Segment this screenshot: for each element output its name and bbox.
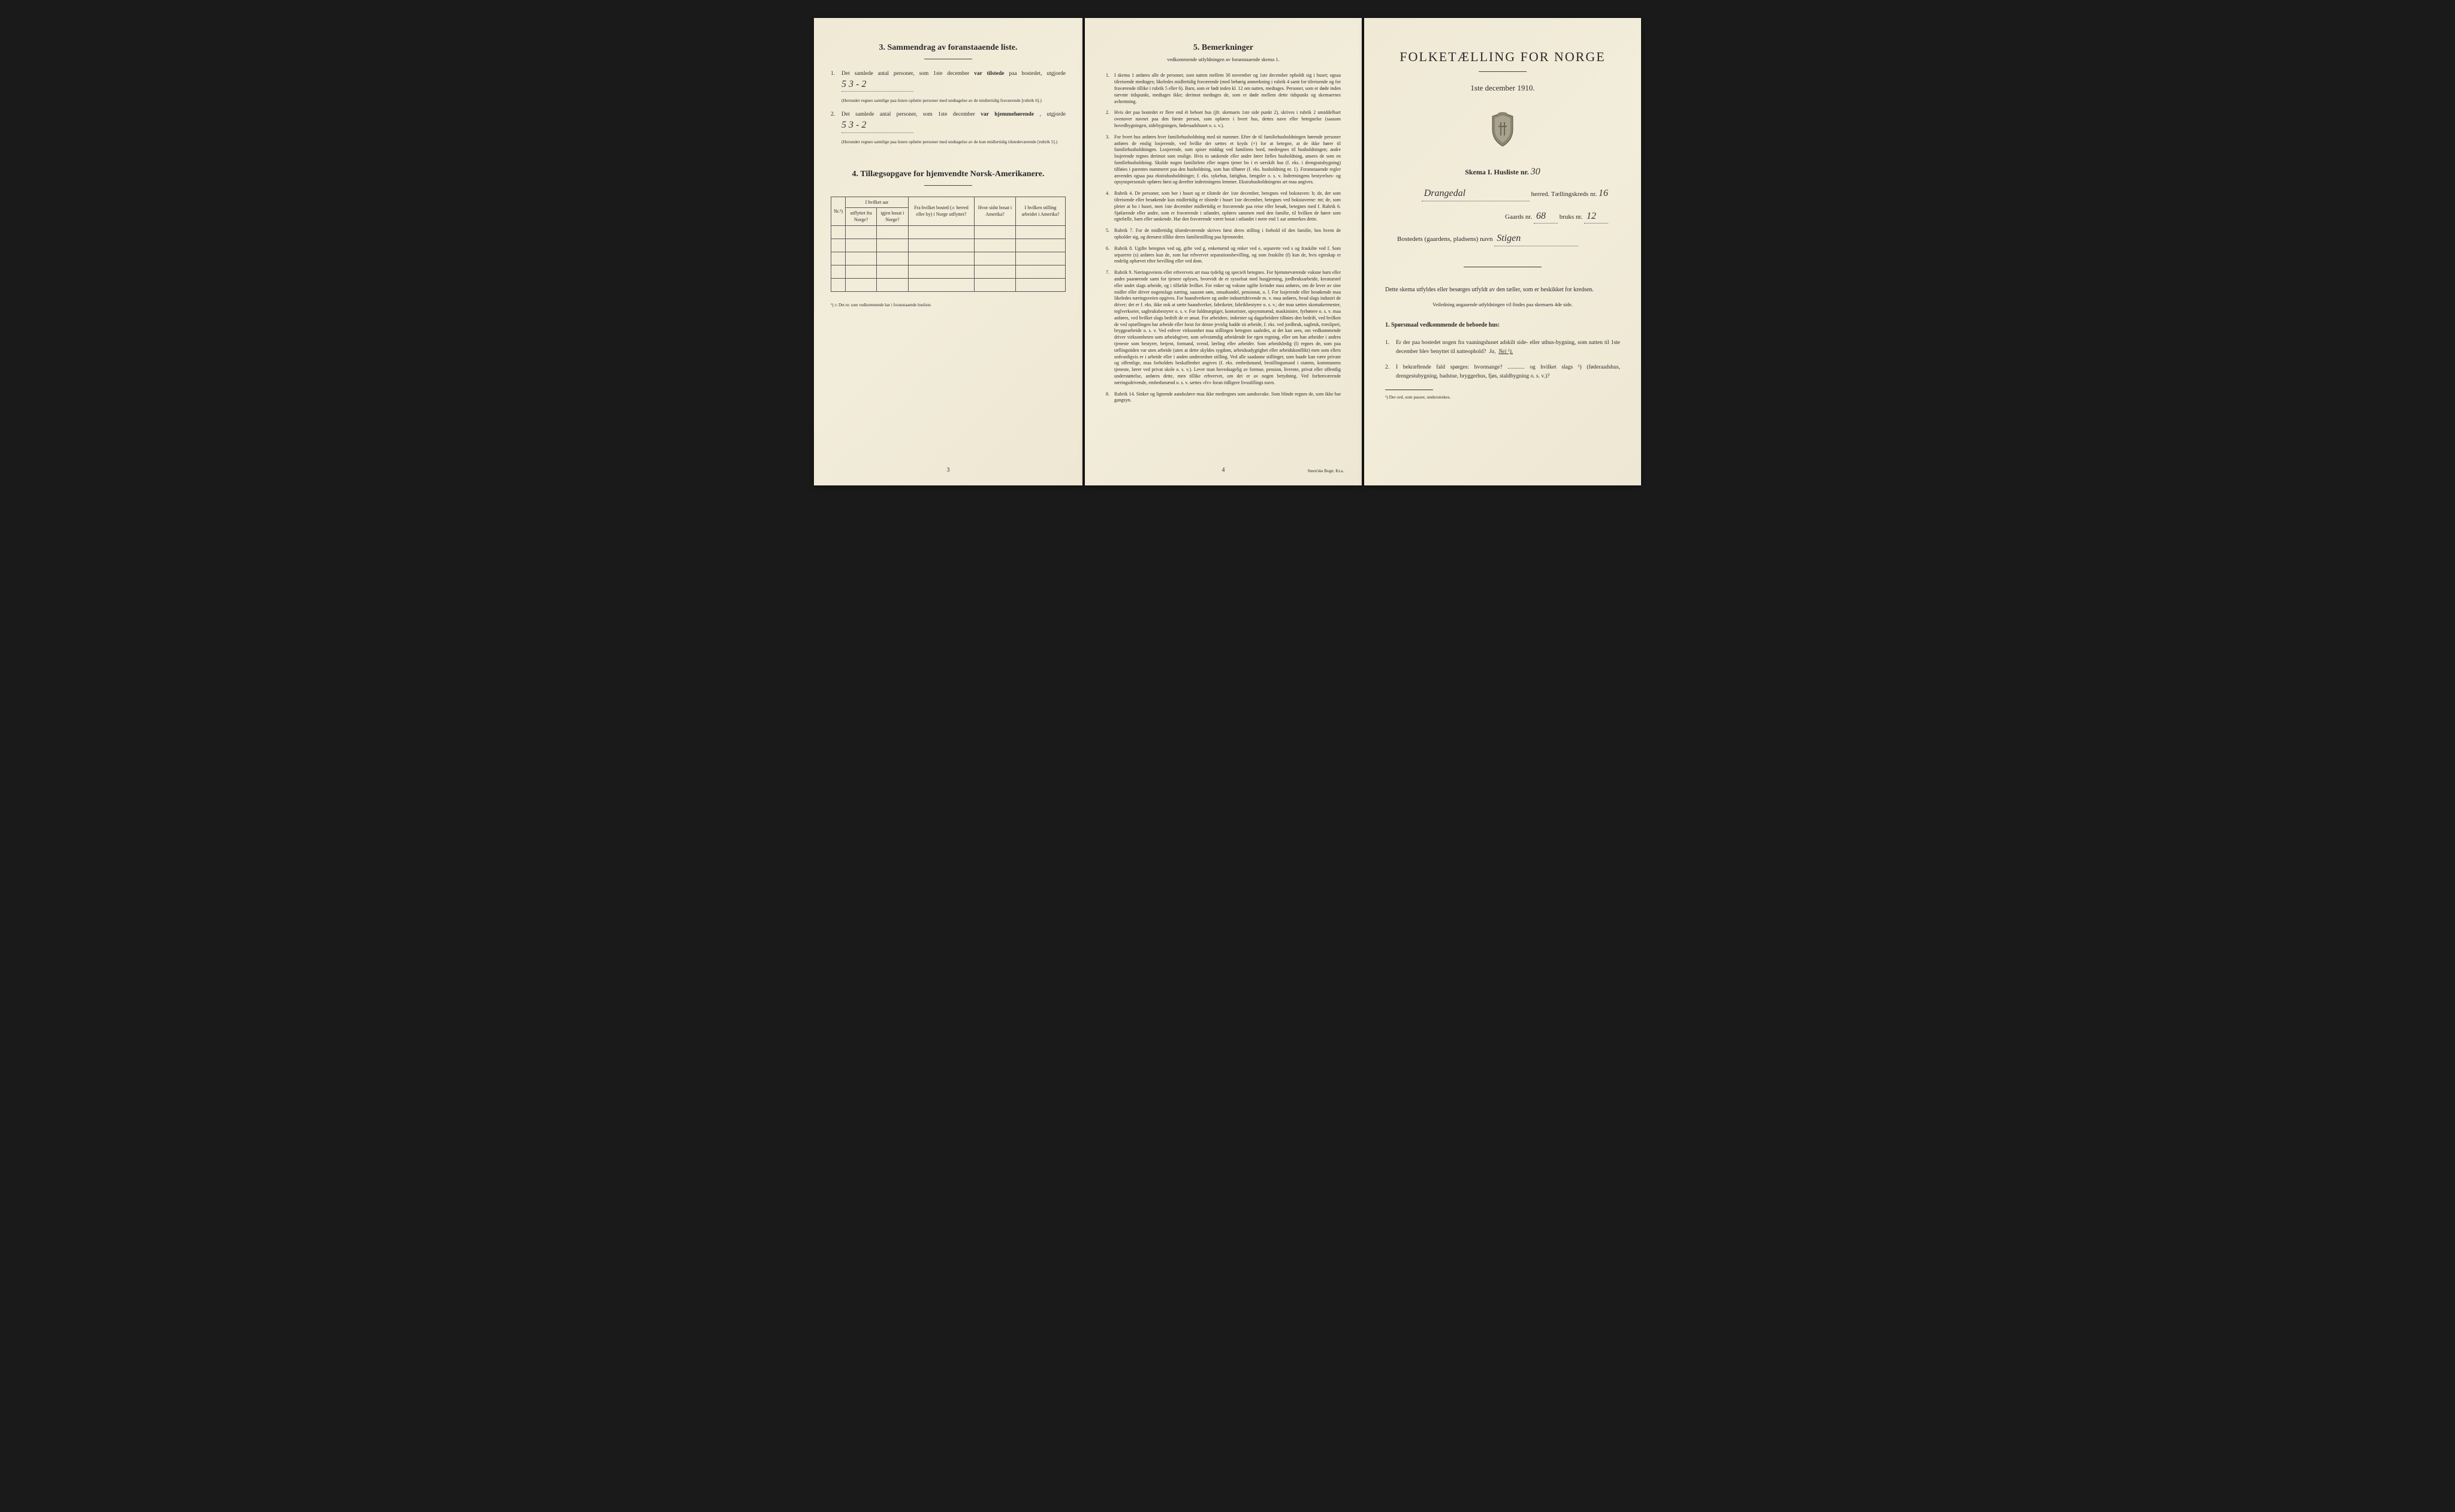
remark-2: 2.Hvis der paa bostedet er flere end ét … [1106, 110, 1341, 129]
summary-item-2: 2. Det samlede antal personer, som 1ste … [831, 111, 1066, 133]
page-3: 3. Sammendrag av foranstaaende liste. 1.… [814, 18, 1082, 485]
question-1: 1. Er der paa bostedet nogen fra vaaning… [1385, 339, 1620, 357]
census-date: 1ste december 1910. [1385, 83, 1620, 93]
remark-5: 5.Rubrik 7. For de midlertidig tilstedev… [1106, 228, 1341, 241]
section-5-subheading: vedkommende utfyldningen av foranstaaend… [1106, 56, 1341, 64]
col-position: I hvilken stilling arbeidet i Amerika? [1016, 197, 1066, 226]
kreds-value: 16 [1599, 188, 1608, 198]
col-nr: Nr.¹) [831, 197, 846, 226]
divider [924, 185, 972, 186]
note-1: (Herunder regnes samtlige paa listen opf… [842, 98, 1066, 104]
col-last-america: Hvor sidst bosat i Amerika? [975, 197, 1016, 226]
remark-4: 4.Rubrik 4. De personer, som bor i huset… [1106, 191, 1341, 223]
coat-of-arms-icon [1488, 111, 1518, 147]
bruks-value: 12 [1584, 210, 1608, 224]
col-returned: igjen bosat i Norge? [877, 208, 909, 225]
question-heading: 1. Spørsmaal vedkommende de beboede hus: [1385, 321, 1620, 330]
col-emigrated: utflyttet fra Norge? [846, 208, 877, 225]
herred-value: Drangedal [1422, 187, 1530, 201]
footnote-1: ¹) Det ord, som passer, understrekes. [1385, 394, 1620, 401]
remark-3: 3.For hvert hus anføres hver familiehush… [1106, 134, 1341, 186]
bosted-value: Stigen [1494, 232, 1578, 246]
value-tilstede: 5 3 - 2 [842, 78, 913, 92]
remark-8: 8.Rubrik 14. Sinker og lignende aandsslø… [1106, 391, 1341, 405]
summary-item-1: 1. Det samlede antal personer, som 1ste … [831, 70, 1066, 92]
remark-7: 7.Rubrik 9. Næringsveiens eller erhverve… [1106, 270, 1341, 386]
gaards-line: Gaards nr. 68 bruks nr. 12 [1385, 210, 1620, 224]
col-from: Fra hvilket bosted (ɔ: herred eller by) … [908, 197, 974, 226]
bosted-line: Bostedets (gaardens, pladsens) navn Stig… [1385, 232, 1620, 246]
skema-line: Skema I. Husliste nr. 30 [1385, 165, 1620, 179]
instructions: Dette skema utfyldes eller besørges utfy… [1385, 285, 1620, 401]
answer-nei: Nei ¹). [1498, 349, 1513, 355]
page-number: 4 [1222, 466, 1225, 475]
section-5-heading: 5. Bemerkninger [1106, 42, 1341, 54]
section-3-heading: 3. Sammendrag av foranstaaende liste. [831, 42, 1066, 54]
note-2: (Herunder regnes samtlige paa listen opf… [842, 139, 1066, 145]
section-4-heading: 4. Tillægsopgave for hjemvendte Norsk-Am… [831, 168, 1066, 180]
herred-line: Drangedal herred. Tællingskreds nr. 16 [1385, 187, 1620, 201]
census-title: FOLKETÆLLING FOR NORGE [1385, 48, 1620, 67]
table-footnote: ¹) ɔ: Det nr. som vedkommende har i fora… [831, 303, 1066, 309]
gaards-value: 68 [1534, 210, 1558, 224]
table-row [831, 239, 1066, 252]
printer-credit: Steen'ske Bogtr. Kr.a. [1307, 469, 1344, 475]
table-row [831, 265, 1066, 278]
col-year-group: I hvilket aar [846, 197, 909, 208]
table-row [831, 278, 1066, 291]
remark-6: 6.Rubrik 8. Ugifte betegnes ved ug, gift… [1106, 246, 1341, 265]
remark-1: 1.I skema 1 anføres alle de personer, so… [1106, 73, 1341, 105]
page-number: 3 [947, 466, 950, 475]
table-row [831, 225, 1066, 239]
emigrant-table: Nr.¹) I hvilket aar Fra hvilket bosted (… [831, 197, 1066, 292]
table-row [831, 252, 1066, 265]
divider [1479, 71, 1527, 72]
document-pages: 3. Sammendrag av foranstaaende liste. 1.… [814, 18, 1641, 485]
remarks-list: 1.I skema 1 anføres alle de personer, so… [1106, 73, 1341, 404]
question-2: 2. I bekræftende fald spørges: hvormange… [1385, 363, 1620, 381]
page-4: 5. Bemerkninger vedkommende utfyldningen… [1085, 18, 1362, 485]
page-title: FOLKETÆLLING FOR NORGE 1ste december 191… [1364, 18, 1641, 485]
value-hjemmehorende: 5 3 - 2 [842, 119, 913, 132]
husliste-number: 30 [1531, 167, 1540, 177]
